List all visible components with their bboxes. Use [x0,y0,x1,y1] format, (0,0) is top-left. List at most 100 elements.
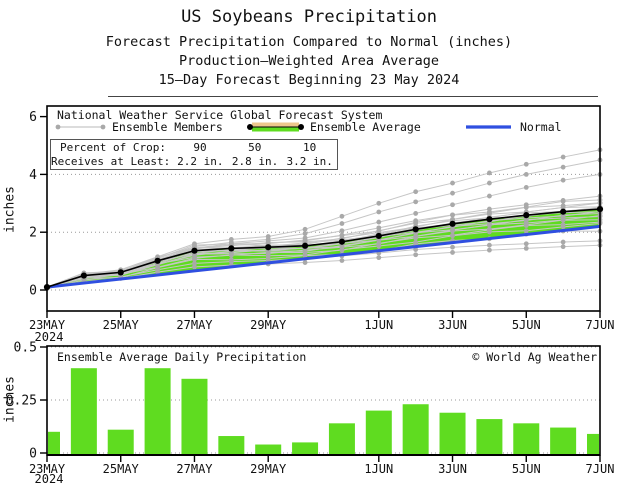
ensemble-member-dot [376,209,382,215]
ensemble-member-dot [560,164,566,170]
crop-box-value: 2.8 in. [231,155,279,168]
ensemble-member-dot [413,211,419,216]
ensemble-member-dot [450,202,455,208]
ensemble-member-dot [487,229,492,235]
ensemble-average-dot [228,245,235,252]
ensemble-member-dot [302,253,308,259]
ensemble-member-dot [376,243,382,249]
y-tick-label: 2 [29,226,37,241]
ensemble-average-dot [117,269,124,276]
ensemble-member-dot [413,247,419,252]
ensemble-member-dot [560,154,566,160]
ensemble-member-dot [450,180,455,186]
ensemble-member-line [46,202,601,288]
legend-ensemble-members-icon [100,124,106,130]
x-tick-label: 3JUN [438,318,467,332]
ensemble-average-dot [338,238,346,245]
x-tick-label: 7JUN [586,462,615,476]
ensemble-member-dot [560,217,566,223]
bar [107,429,134,454]
x-tick-label: 27MAY [176,318,213,332]
ensemble-member-dot [487,222,492,228]
ensemble-member-dot [302,260,308,265]
ensemble-member-dot [228,252,234,258]
ensemble-average-dot [560,208,567,215]
legend-ensemble-members-label: Ensemble Members [112,120,223,134]
ensemble-member-dot [450,250,455,255]
ensemble-member-dot [376,219,382,225]
ensemble-member-dot [302,226,308,232]
ensemble-average-dot [412,226,419,233]
x-year-label: 2024 [35,472,64,483]
legend-ensemble-average-icon [252,127,299,132]
y-tick-label: 0.5 [14,341,37,356]
x-tick-label: 23MAY [29,462,66,476]
bar [476,419,503,454]
legend-ensemble-members-icon [55,124,61,130]
bottom-chart-title: Ensemble Average Daily Precipitation [57,350,307,364]
crop-box-row: Receives at Least: 2.2 in. 2.8 in. 3.2 i… [51,155,337,169]
ensemble-average-dot [449,220,456,227]
ensemble-member-line [46,222,601,288]
ensemble-member-dot [339,258,345,263]
x-tick-label: 7JUN [586,318,615,332]
legend-ensemble-average-icon [252,122,299,127]
x-tick-label: 25MAY [103,462,140,476]
ensemble-member-dot [413,199,419,205]
ensemble-member-dot [560,177,566,183]
legend-ensemble-average-icon [298,124,304,130]
bar [439,412,466,454]
ensemble-member-dot [560,205,566,210]
ensemble-member-dot [487,247,492,253]
ensemble-average-dot [301,242,309,249]
x-tick-label: 23MAY [29,318,66,332]
ensemble-member-dot [413,235,419,241]
ensemble-member-dot [487,170,492,176]
ensemble-member-dot [450,244,455,250]
bar [365,410,392,454]
crop-box-label: Percent of Crop: [59,141,173,154]
x-tick-label: 25MAY [103,318,140,332]
ensemble-average-dot [265,244,272,251]
ensemble-member-dot [376,200,382,206]
normal-line [46,224,601,289]
ensemble-member-dot [523,223,529,228]
ensemble-member-dot [560,198,566,204]
y-tick-label: 0.25 [6,394,37,409]
x-tick-label: 27MAY [176,462,213,476]
bar [48,431,60,454]
bottom-chart-y-axis-label: inches [2,376,18,423]
legend-ensemble-average-icon [247,124,253,130]
ensemble-member-dot [339,221,345,226]
bar [550,427,577,454]
y-tick-label: 6 [29,110,37,125]
ensemble-member-dot [523,172,529,177]
x-tick-label: 29MAY [250,462,287,476]
ensemble-member-dot [339,213,345,219]
ensemble-member-dot [560,244,566,250]
top-chart-frame [46,105,601,312]
ensemble-member-dot [413,252,419,258]
ensemble-average-dot [486,216,493,223]
bar [402,404,429,454]
ensemble-member-dot [413,189,419,195]
legend-ensemble-average-label: Ensemble Average [310,120,421,134]
crop-box-value: 3.2 in. [286,155,333,168]
subtitle-3: 15–Day Forecast Beginning 23 May 2024 [158,72,460,88]
ensemble-average-dot [80,272,87,279]
ensemble-member-dot [487,180,492,186]
ensemble-member-dot [192,261,197,266]
x-tick-label: 3JUN [438,462,467,476]
crop-box-value: 50 [248,141,262,154]
crop-box-row: Percent of Crop: 90 50 10 [51,141,337,155]
ensemble-member-dot [450,212,455,218]
ensemble-average-dot [154,257,161,264]
y-tick-label: 4 [29,168,37,183]
ensemble-member-line [46,219,601,288]
ensemble-member-dot [339,247,345,253]
ensemble-member-dot [450,190,455,196]
percent-of-crop-box: Percent of Crop: 90 50 10 Receives at Le… [50,139,338,170]
ensemble-member-dot [450,233,455,239]
